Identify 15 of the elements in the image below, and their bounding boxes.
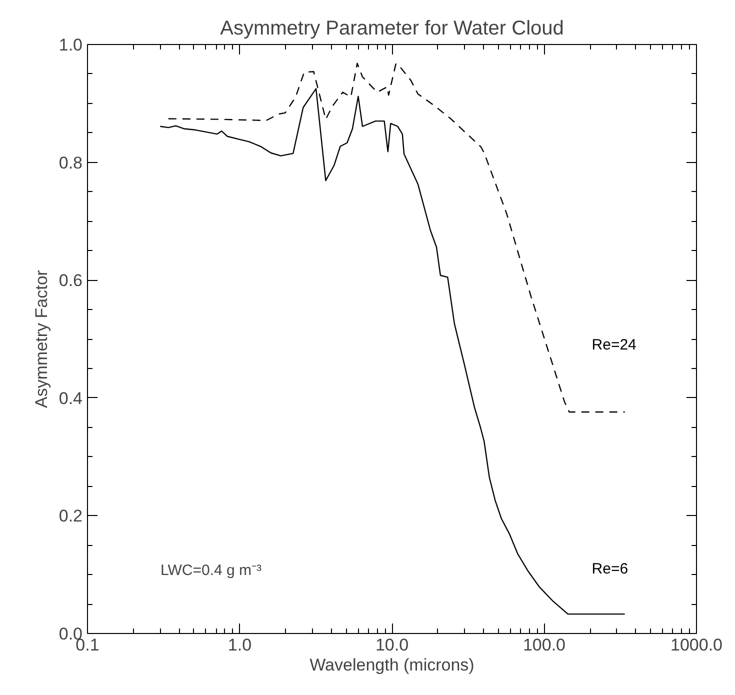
x-tick-label: 1000.0 [670, 636, 722, 654]
x-tick-label: 10.0 [375, 636, 409, 654]
y-tick-label: 0.2 [58, 506, 83, 526]
y-tick-label: 0.4 [58, 388, 83, 408]
x-tick-label: 100.0 [522, 636, 566, 654]
y-tick-label: 1.0 [58, 36, 83, 54]
chart-title: Asymmetry Parameter for Water Cloud [220, 18, 564, 40]
x-tick-label: 1.0 [228, 636, 252, 654]
text: Re=6 [592, 560, 628, 578]
y-axis-title: Asymmetry Factor [32, 270, 51, 408]
x-axis-title: Wavelength (microns) [310, 656, 474, 674]
y-tick-label: 0.6 [58, 271, 83, 290]
text: Re=24 [592, 336, 636, 354]
annotation: LWC=0.4 g m⁻³ [160, 562, 262, 579]
y-tick-label: 0.8 [58, 153, 83, 172]
